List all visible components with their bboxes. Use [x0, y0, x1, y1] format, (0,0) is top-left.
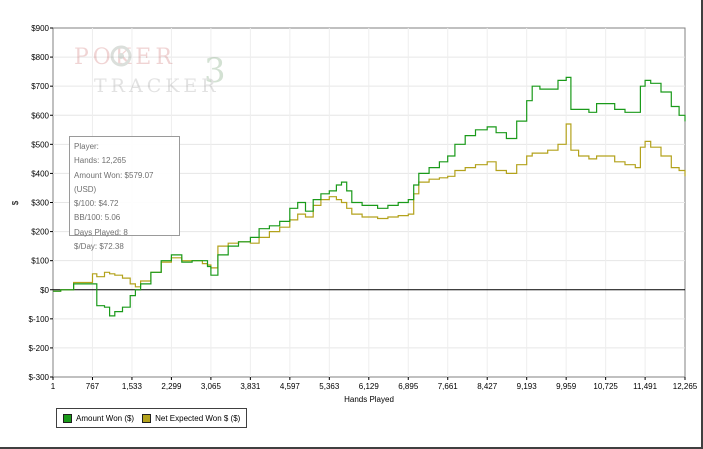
y-tick-label: $800 [31, 53, 49, 62]
y-tick-label: $600 [31, 111, 49, 120]
legend-swatch-net-expected-won [142, 413, 152, 423]
y-axis-ticks: $-300 $-200 $-100 $0 $100 $200 $300 $400 $500 $60… [29, 24, 53, 382]
y-tick-label: $-300 [29, 373, 50, 382]
y-tick-label: $500 [31, 140, 49, 149]
legend-item-net-expected-won[interactable]: Net Expected Won $ ($) [142, 413, 241, 423]
series-lines [53, 76, 686, 317]
stats-hands: Hands: 12,265 [74, 156, 127, 166]
x-tick-label: 1,533 [122, 382, 143, 391]
legend-swatch-amount-won [63, 413, 72, 423]
y-tick-label: $0 [40, 286, 49, 295]
chart-legend: Amount Won ($) Net Expected Won $ ($) [56, 408, 248, 428]
x-tick-label: 5,363 [319, 382, 340, 391]
series-line-amount-won [53, 76, 686, 317]
y-axis-title: $ [11, 200, 20, 205]
stats-bb-100: BB/100: 5.06 [74, 213, 121, 223]
y-tick-label: $100 [31, 257, 49, 266]
x-tick-label: 10,725 [593, 382, 618, 391]
x-tick-label: 4,597 [280, 382, 301, 391]
y-tick-label: $400 [31, 169, 49, 178]
stats-summary-box: Player: Hands: 12,265 Amount Won: $579.0… [69, 136, 180, 251]
x-tick-label: 3,065 [201, 382, 222, 391]
stats-per-day: $/Day: $72.38 [74, 242, 124, 252]
x-tick-label: 2,299 [161, 382, 182, 391]
x-tick-label: 9,193 [517, 382, 538, 391]
x-tick-label: 767 [86, 382, 100, 391]
legend-item-amount-won[interactable]: Amount Won ($) [63, 413, 135, 423]
y-tick-label: $700 [31, 82, 49, 91]
x-tick-label: 9,959 [556, 382, 577, 391]
legend-label-amount-won: Amount Won ($) [76, 413, 135, 423]
legend-label-net-expected-won: Net Expected Won $ ($) [155, 413, 241, 423]
stats-days-played: Days Played: 8 [74, 227, 128, 237]
x-axis-title: Hands Played [344, 395, 394, 404]
stats-player: Player: [74, 142, 99, 151]
y-tick-label: $200 [31, 228, 49, 237]
x-axis-ticks: 1 767 1,533 2,299 3,065 3,831 4,597 5,363 6,129 6… [51, 377, 698, 391]
x-tick-label: 1 [51, 382, 56, 391]
x-tick-label: 6,129 [359, 382, 380, 391]
x-tick-label: 3,831 [240, 382, 261, 391]
x-tick-label: 12,265 [673, 382, 698, 391]
x-tick-label: 6,895 [398, 382, 419, 391]
stats-amount-won: Amount Won: $579.07 (USD) [74, 170, 154, 194]
x-tick-label: 11,491 [633, 382, 657, 391]
y-tick-label: $-200 [29, 344, 50, 353]
x-tick-label: 8,427 [477, 382, 498, 391]
y-tick-label: $300 [31, 199, 49, 208]
stats-per-100: $/100: $4.72 [74, 199, 119, 209]
y-tick-label: $-100 [29, 315, 50, 324]
x-tick-label: 7,661 [438, 382, 459, 391]
y-tick-label: $900 [31, 24, 49, 33]
